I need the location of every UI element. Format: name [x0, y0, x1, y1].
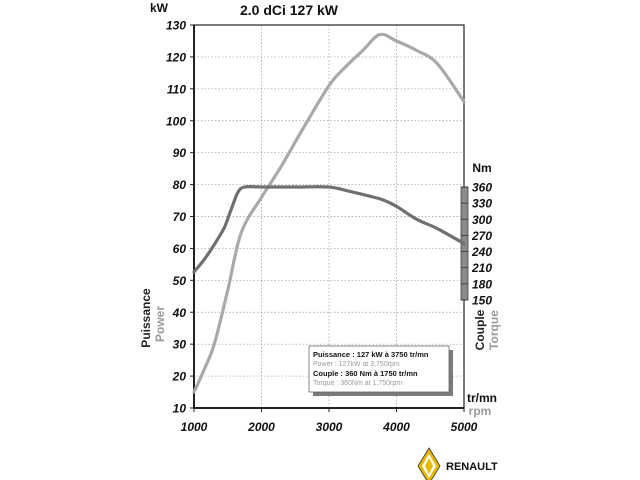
y-right-label-primary: Couple [473, 309, 487, 350]
y-left-label-primary: Puissance [139, 288, 153, 348]
y-right-tick-label: 240 [471, 245, 492, 259]
y-left-unit: kW [150, 1, 169, 15]
x-tick-label: 1000 [181, 420, 208, 434]
series-line-power [192, 32, 466, 394]
y-left-ticks: 10 20 30 40 50 60 70 80 90 100 110 120 130 [166, 19, 194, 416]
y-right-ticks: 150 180 210 240 270 300 330 360 [461, 181, 492, 308]
y-left-tick-label: 110 [167, 82, 186, 96]
y-right-tick-label: 330 [472, 197, 492, 211]
y-left-tick-label: 20 [172, 370, 187, 384]
y-right-tick-label: 270 [471, 229, 492, 243]
x-tick-label: 5000 [451, 420, 478, 434]
y-left-tick-label: 50 [173, 274, 187, 288]
y-left-tick-label: 100 [166, 114, 186, 128]
y-right-tick-label: 210 [471, 261, 492, 275]
y-right-unit: Nm [472, 161, 491, 175]
annotation-line-1: Puissance : 127 kW à 3750 tr/mn [313, 350, 429, 359]
y-right-tick-label: 300 [472, 213, 492, 227]
series-line-torque [192, 185, 466, 274]
x-label-primary: tr/mn [467, 391, 497, 405]
x-ticks: 1000 2000 3000 4000 5000 [181, 408, 478, 434]
y-left-tick-label: 40 [172, 306, 187, 320]
x-tick-label: 2000 [247, 420, 275, 434]
series-group [192, 32, 466, 394]
annotation-line-4: Torque : 360Nm at 1,750rpm [313, 380, 402, 387]
annotation-line-2: Power : 127kW at 3,750rpm [313, 361, 400, 368]
annotation-panel [308, 345, 450, 393]
y-left-tick-label: 120 [166, 50, 186, 64]
x-tick-label: 3000 [316, 420, 343, 434]
y-right-tick-label: 360 [472, 181, 492, 195]
y-left-tick-label: 10 [173, 402, 187, 416]
y-left-tick-label: 30 [173, 338, 187, 352]
annotation-box: Puissance : 127 kW à 3750 tr/mn Power : … [308, 345, 453, 396]
y-left-tick-label: 60 [173, 242, 187, 256]
x-label-secondary: rpm [469, 404, 492, 418]
brand-name: RENAULT [446, 461, 498, 473]
y-left-label-secondary: Power [153, 306, 167, 342]
renault-logo-icon [417, 447, 441, 480]
y-left-tick-label: 130 [166, 19, 186, 33]
y-right-tick-label: 150 [472, 294, 492, 308]
x-tick-label: 4000 [382, 420, 410, 434]
annotation-line-3: Couple : 360 Nm à 1750 tr/mn [313, 369, 418, 378]
y-left-tick-label: 70 [173, 210, 187, 224]
y-left-tick-label: 80 [173, 178, 187, 192]
y-left-tick-label: 90 [173, 146, 187, 160]
y-right-label-secondary: Torque [487, 310, 501, 350]
chart-title: 2.0 dCi 127 kW [240, 2, 339, 18]
y-right-tick-label: 180 [472, 277, 492, 291]
